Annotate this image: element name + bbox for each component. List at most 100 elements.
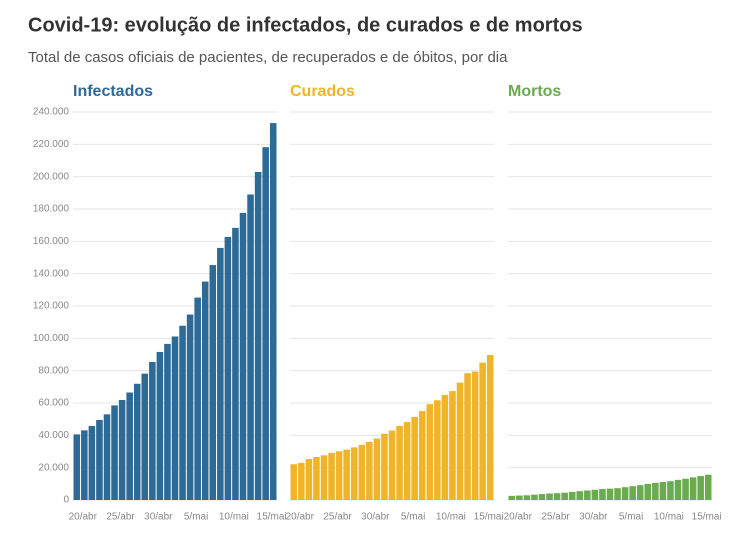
x-tick-label: 10/mai — [219, 512, 249, 523]
bar — [584, 490, 591, 500]
bar — [201, 281, 209, 500]
x-tick-label: 5/mai — [619, 512, 643, 523]
bar — [538, 494, 546, 500]
bar — [224, 236, 232, 500]
bar — [209, 265, 217, 500]
x-tick-label: 20/abr — [504, 512, 533, 523]
bar — [156, 351, 164, 500]
y-tick-label: 160.000 — [33, 236, 70, 247]
bar — [335, 451, 343, 500]
bar — [164, 343, 171, 500]
bar — [441, 394, 449, 500]
bar — [667, 481, 674, 500]
x-tick-label: 30/abr — [144, 512, 173, 523]
bar — [133, 383, 141, 500]
x-tick-label: 25/abr — [541, 512, 570, 523]
bar — [434, 400, 441, 500]
bar — [381, 433, 388, 500]
bar — [254, 171, 262, 501]
bar — [418, 411, 426, 500]
bar — [111, 405, 118, 500]
bar — [290, 464, 298, 500]
chart-title: Covid-19: evolução de infectados, de cur… — [28, 14, 583, 36]
bar — [373, 438, 381, 500]
bar — [486, 355, 494, 500]
y-tick-label: 200.000 — [33, 171, 70, 182]
y-tick-label: 120.000 — [33, 301, 70, 312]
y-tick-label: 20.000 — [38, 462, 69, 473]
bar — [606, 488, 614, 500]
bar — [682, 478, 689, 500]
bar — [621, 487, 629, 500]
x-tick-label: 20/abr — [69, 512, 98, 523]
bar — [403, 422, 411, 500]
bar — [553, 493, 561, 500]
bar — [320, 455, 328, 500]
panel-title: Mortos — [508, 83, 561, 100]
bar — [171, 336, 179, 500]
bar — [411, 416, 418, 500]
bar — [479, 362, 486, 500]
bar — [636, 485, 644, 500]
bar — [396, 425, 403, 500]
bar — [81, 430, 88, 500]
bar — [88, 426, 96, 500]
x-tick-label: 10/mai — [654, 512, 684, 523]
bar — [426, 404, 434, 500]
bar — [464, 373, 471, 500]
bar — [269, 123, 277, 500]
bar — [313, 457, 320, 500]
bar — [358, 444, 366, 500]
bar — [471, 371, 479, 500]
bar — [103, 414, 111, 500]
bar — [456, 382, 464, 500]
bar — [298, 462, 305, 500]
panel-title: Infectados — [73, 83, 153, 100]
bar — [644, 483, 652, 500]
bar — [96, 419, 103, 500]
bar — [179, 325, 186, 500]
x-tick-label: 30/abr — [579, 512, 608, 523]
bar — [73, 434, 81, 500]
bar — [305, 459, 313, 500]
bar — [186, 314, 194, 500]
bar — [141, 373, 149, 500]
x-tick-label: 15/mai — [474, 512, 504, 523]
bar — [239, 212, 247, 501]
bar — [614, 488, 621, 500]
bar — [328, 452, 335, 500]
bar — [531, 494, 538, 500]
y-tick-label: 100.000 — [33, 333, 70, 344]
y-tick-label: 140.000 — [33, 268, 70, 279]
x-tick-label: 20/abr — [286, 512, 315, 523]
y-tick-label: 60.000 — [38, 398, 69, 409]
y-tick-label: 180.000 — [33, 204, 70, 215]
bar — [697, 476, 704, 500]
y-tick-label: 240.000 — [33, 107, 70, 118]
bar — [561, 492, 568, 500]
bar — [217, 247, 224, 500]
x-tick-label: 30/abr — [361, 512, 390, 523]
bar — [350, 447, 358, 500]
y-tick-label: 0 — [63, 495, 69, 506]
bar — [449, 391, 456, 500]
bar — [118, 399, 126, 500]
bar — [689, 477, 697, 500]
bar — [652, 482, 659, 500]
bar — [343, 449, 350, 500]
bar — [366, 441, 373, 500]
bar — [674, 479, 682, 500]
y-tick-label: 40.000 — [38, 430, 69, 441]
bar — [194, 297, 201, 500]
bar — [388, 430, 396, 500]
bar — [232, 227, 239, 501]
bar — [247, 194, 254, 500]
x-tick-label: 5/mai — [401, 512, 425, 523]
bar — [126, 392, 133, 500]
x-tick-label: 15/mai — [257, 512, 287, 523]
x-tick-label: 5/mai — [184, 512, 208, 523]
bar — [262, 147, 269, 500]
bar — [591, 489, 599, 500]
bar — [149, 361, 156, 500]
